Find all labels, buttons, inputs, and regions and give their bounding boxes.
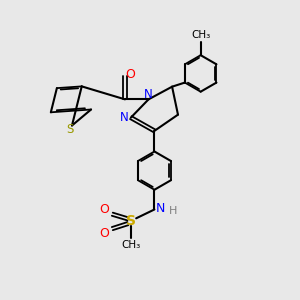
Text: O: O — [125, 68, 135, 81]
Text: N: N — [144, 88, 153, 100]
Text: CH₃: CH₃ — [191, 31, 210, 40]
Text: H: H — [169, 206, 177, 216]
Text: N: N — [156, 202, 166, 214]
Text: CH₃: CH₃ — [121, 240, 140, 250]
Text: S: S — [126, 214, 136, 228]
Text: S: S — [66, 123, 73, 136]
Text: O: O — [99, 227, 109, 240]
Text: O: O — [99, 203, 109, 216]
Text: N: N — [120, 111, 129, 124]
